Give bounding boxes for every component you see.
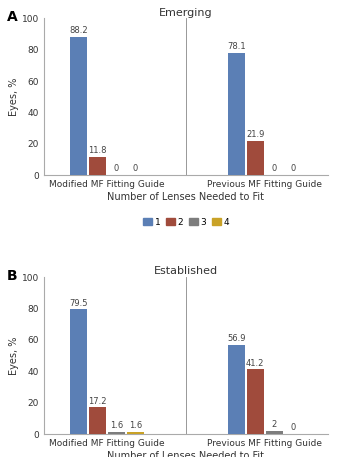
Bar (70, 37, 87, 175)
Bar (266, 431, 283, 434)
Y-axis label: Eyes, %: Eyes, % (9, 78, 19, 116)
Text: 0: 0 (133, 165, 138, 173)
Bar (89, 407, 106, 434)
Text: 56.9: 56.9 (227, 334, 246, 343)
Text: A: A (7, 11, 18, 24)
Text: 0: 0 (291, 165, 296, 173)
Bar (247, 370, 264, 434)
Text: 1.6: 1.6 (110, 421, 123, 430)
Text: 78.1: 78.1 (227, 42, 246, 51)
Bar (108, 432, 125, 434)
Text: 0: 0 (291, 423, 296, 432)
Y-axis label: Eyes, %: Eyes, % (9, 336, 19, 375)
X-axis label: Number of Lenses Needed to Fit: Number of Lenses Needed to Fit (107, 451, 264, 457)
Bar (228, 53, 245, 175)
Text: 11.8: 11.8 (88, 146, 107, 155)
Bar (228, 345, 245, 434)
Text: 0: 0 (272, 165, 277, 173)
X-axis label: Number of Lenses Needed to Fit: Number of Lenses Needed to Fit (107, 192, 264, 202)
Text: 21.9: 21.9 (246, 130, 265, 139)
Legend: 1, 2, 3, 4: 1, 2, 3, 4 (139, 214, 233, 230)
Text: 2: 2 (272, 420, 277, 430)
Text: 88.2: 88.2 (69, 26, 88, 35)
Text: 79.5: 79.5 (69, 299, 88, 308)
Bar (70, 309, 87, 434)
Title: Established: Established (154, 266, 218, 276)
Text: 41.2: 41.2 (246, 359, 265, 368)
Text: B: B (7, 269, 18, 283)
Title: Emerging: Emerging (159, 7, 213, 17)
Bar (247, 141, 264, 175)
Bar (89, 157, 106, 175)
Text: 1.6: 1.6 (129, 421, 142, 430)
Text: 17.2: 17.2 (88, 397, 107, 406)
Bar (127, 432, 144, 434)
Text: 0: 0 (114, 165, 119, 173)
